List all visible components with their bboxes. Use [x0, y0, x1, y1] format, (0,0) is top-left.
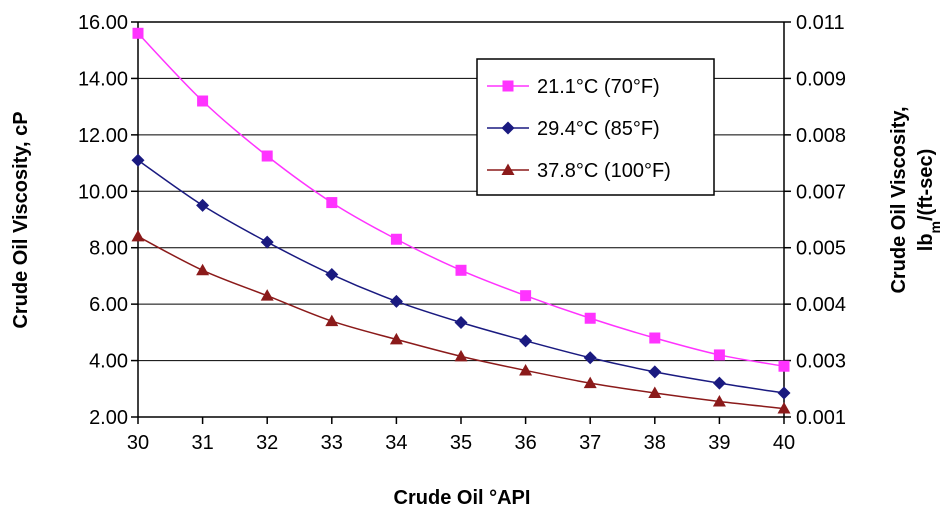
data-point	[713, 349, 725, 361]
axes	[131, 21, 791, 424]
x-tick-label: 37	[579, 432, 601, 454]
y2-tick-label: 0.005	[796, 238, 846, 260]
x-tick-label: 38	[644, 432, 666, 454]
x-tick-label: 33	[321, 432, 343, 454]
y2-axis-title-line2: lbm/(ft-sec)	[915, 149, 943, 251]
data-point	[325, 268, 339, 282]
legend-swatch-marker	[502, 80, 514, 92]
y-tick-label: 4.00	[89, 351, 128, 373]
x-tick-label: 32	[256, 432, 278, 454]
data-point	[583, 351, 597, 365]
x-tick-label: 34	[385, 432, 407, 454]
data-point	[261, 150, 273, 162]
data-point	[454, 349, 468, 362]
y-tick-label: 16.00	[78, 12, 128, 34]
legend-item: 21.1°C (70°F)	[487, 76, 660, 98]
data-point	[131, 229, 145, 242]
legend-label: 21.1°C (70°F)	[537, 76, 660, 98]
series-group	[131, 27, 791, 414]
data-point	[648, 386, 662, 399]
series-1	[132, 27, 790, 372]
y-tick-label: 14.00	[78, 68, 128, 90]
data-point	[583, 376, 597, 389]
legend-label: 29.4°C (85°F)	[537, 118, 660, 140]
data-point	[649, 332, 661, 344]
y2-tick-label: 0.003	[796, 351, 846, 373]
y2-tick-label: 0.008	[796, 125, 846, 147]
legend-item: 29.4°C (85°F)	[487, 118, 660, 140]
data-point	[519, 363, 533, 376]
legend-swatch-marker	[501, 163, 515, 175]
data-point	[712, 394, 726, 407]
series-3	[131, 229, 791, 414]
data-point	[455, 264, 467, 276]
y2-unit-subscript: m	[927, 221, 943, 233]
data-point	[326, 197, 338, 209]
series-2	[131, 153, 791, 400]
data-point	[519, 334, 533, 348]
legend: 21.1°C (70°F) 29.4°C (85°F) 37.8°C (100°F)	[476, 58, 715, 196]
data-point	[454, 315, 468, 329]
x-tick-label: 35	[450, 432, 472, 454]
data-point	[131, 153, 145, 167]
y-axis-title: Crude Oil Viscosity, cP	[10, 111, 32, 328]
y-tick-label: 6.00	[89, 294, 128, 316]
data-point	[777, 402, 791, 414]
data-point	[260, 289, 274, 301]
y2-tick-label: 0.007	[796, 181, 846, 203]
legend-box	[476, 58, 715, 196]
y2-axis-title-line1: Crude Oil Viscosity,	[888, 106, 910, 293]
right-y-tick-labels: 0.011 0.009 0.008 0.007 0.005 0.004 0.003 0.001	[796, 12, 846, 429]
x-tick-labels: 30 31 32 33 34 35 36 37 38 39 40	[127, 432, 795, 454]
data-point	[777, 386, 791, 400]
data-point	[520, 290, 532, 302]
data-point	[132, 27, 144, 39]
data-point	[584, 312, 596, 324]
legend-swatch-marker	[501, 121, 515, 135]
data-point	[648, 365, 662, 379]
legend-item: 37.8°C (100°F)	[487, 160, 671, 182]
x-tick-label: 31	[191, 432, 213, 454]
y2-tick-label: 0.011	[796, 12, 845, 34]
x-tick-label: 30	[127, 432, 149, 454]
x-tick-label: 39	[708, 432, 730, 454]
data-point	[389, 332, 403, 345]
data-point	[390, 233, 402, 245]
y-tick-label: 12.00	[78, 125, 128, 147]
data-point	[712, 376, 726, 390]
legend-label: 37.8°C (100°F)	[537, 160, 671, 182]
y-tick-label: 10.00	[78, 181, 128, 203]
y2-tick-label: 0.001	[796, 407, 846, 429]
y2-tick-label: 0.009	[796, 68, 846, 90]
data-point	[196, 198, 210, 212]
y-tick-label: 2.00	[89, 407, 128, 429]
data-point	[389, 294, 403, 308]
data-point	[197, 95, 209, 107]
data-point	[196, 263, 210, 276]
left-y-tick-labels: 16.00 14.00 12.00 10.00 8.00 6.00 4.00 2.00	[78, 12, 128, 429]
x-tick-label: 36	[514, 432, 536, 454]
x-tick-label: 40	[773, 432, 795, 454]
data-point	[260, 235, 274, 249]
x-axis-title: Crude Oil °API	[394, 487, 531, 509]
y2-unit-rest: /(ft-sec)	[915, 149, 937, 221]
data-point	[325, 314, 339, 327]
data-point	[778, 360, 790, 372]
y2-tick-label: 0.004	[796, 294, 846, 316]
y2-unit-lb: lb	[915, 233, 937, 251]
y-tick-label: 8.00	[89, 238, 128, 260]
